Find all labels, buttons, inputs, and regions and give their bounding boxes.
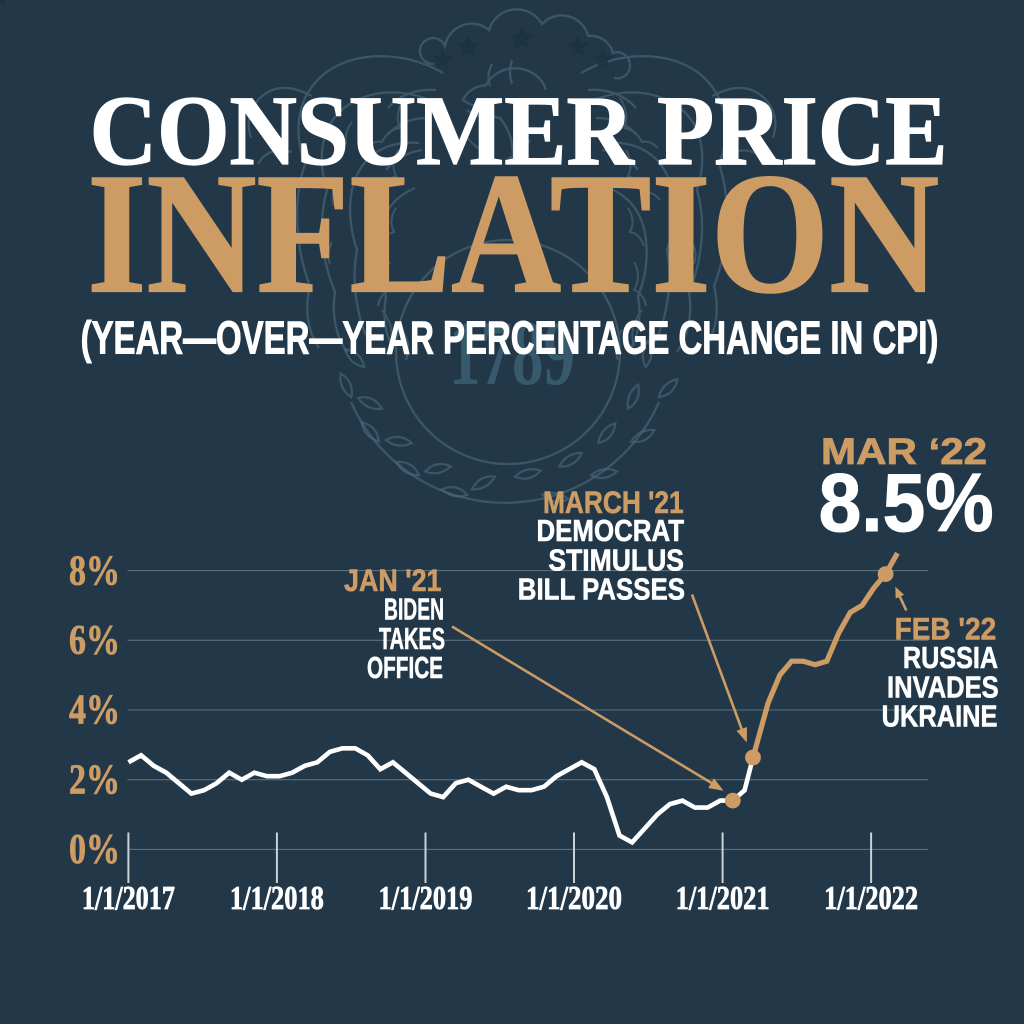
svg-text:1/1/2019: 1/1/2019 [379,879,473,917]
svg-text:UKRAINE: UKRAINE [882,699,998,733]
svg-text:1/1/2017: 1/1/2017 [82,879,175,917]
svg-text:JAN '21: JAN '21 [344,564,441,598]
svg-text:MARCH '21: MARCH '21 [543,486,684,521]
svg-text:RUSSIA: RUSSIA [903,641,998,675]
svg-text:2%: 2% [69,757,120,803]
svg-text:1/1/2021: 1/1/2021 [676,879,770,917]
svg-text:4%: 4% [69,687,120,733]
svg-text:1/1/2020: 1/1/2020 [526,879,622,917]
svg-text:1789: 1789 [449,303,575,405]
svg-text:8%: 8% [69,548,120,594]
svg-text:INFLATION: INFLATION [87,138,939,329]
svg-text:STIMULUS: STIMULUS [548,544,684,578]
svg-text:FEB '22: FEB '22 [895,612,997,647]
svg-text:1/1/2022: 1/1/2022 [824,879,918,917]
svg-text:OFFICE: OFFICE [367,650,443,685]
svg-text:(YEAR—OVER—YEAR PERCENTAGE CHA: (YEAR—OVER—YEAR PERCENTAGE CHANGE IN CPI… [81,313,939,364]
svg-text:BIDEN: BIDEN [384,593,444,626]
svg-text:MAR ‘22: MAR ‘22 [821,431,987,472]
svg-text:DEMOCRAT: DEMOCRAT [537,513,684,548]
svg-text:TAKES: TAKES [379,623,445,656]
svg-text:0%: 0% [69,827,120,873]
svg-text:1/1/2018: 1/1/2018 [230,879,324,917]
svg-text:8.5%: 8.5% [819,456,994,548]
svg-text:INVADES: INVADES [887,670,999,704]
svg-text:CONSUMER PRICE: CONSUMER PRICE [90,75,948,186]
svg-text:BILL PASSES: BILL PASSES [518,572,685,607]
svg-text:6%: 6% [69,618,120,664]
